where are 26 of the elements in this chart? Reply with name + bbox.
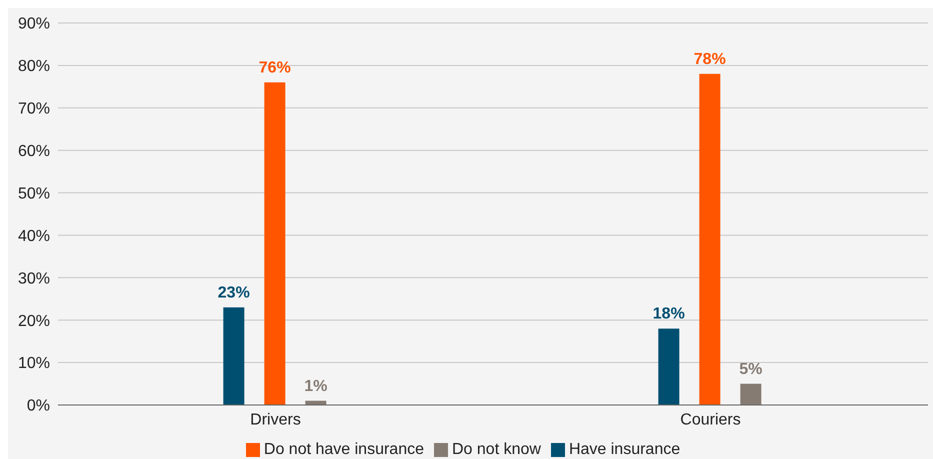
legend-label: Have insurance [568, 441, 680, 458]
x-tick-label: Couriers [680, 411, 741, 428]
y-tick-label: 80% [18, 58, 50, 76]
y-tick-label: 50% [18, 185, 50, 202]
data-label: 5% [739, 360, 762, 378]
data-label: 76% [258, 59, 291, 76]
data-label: 78% [694, 50, 726, 68]
x-tick-label: Drivers [250, 411, 301, 428]
data-label: 23% [218, 284, 250, 302]
bar [699, 74, 720, 405]
legend-label: Do not have insurance [264, 441, 424, 458]
data-label: 18% [652, 306, 685, 323]
bar [740, 384, 762, 405]
y-tick-label: 90% [18, 16, 50, 33]
y-tick-label: 0% [26, 398, 50, 415]
y-tick-label: 30% [18, 270, 50, 288]
bar [264, 82, 286, 405]
y-tick-label: 60% [18, 143, 50, 160]
bar [223, 307, 244, 405]
y-tick-label: 40% [18, 228, 50, 245]
data-label: 1% [304, 378, 328, 395]
y-tick-label: 10% [18, 355, 50, 372]
y-tick-label: 20% [18, 312, 50, 330]
legend-label: Do not know [452, 441, 541, 458]
y-tick-label: 70% [18, 100, 50, 118]
bar [658, 328, 680, 405]
